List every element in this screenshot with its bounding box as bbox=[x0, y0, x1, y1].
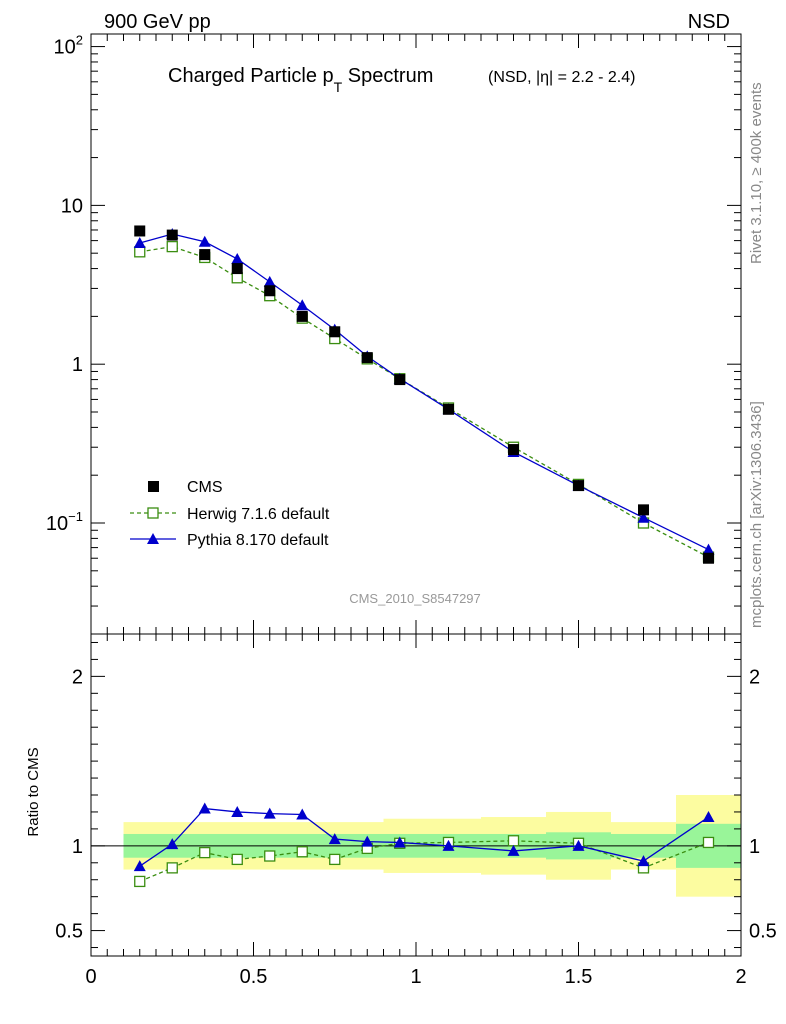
ratio-herwig-point bbox=[702, 836, 715, 849]
main-pythia-point bbox=[702, 543, 715, 555]
main-cms-point bbox=[443, 403, 454, 415]
main-pythia-point bbox=[198, 235, 211, 247]
main-pythia-line bbox=[139, 233, 709, 551]
analysis-watermark: CMS_2010_S8547297 bbox=[349, 591, 481, 606]
ratio-ytick-label-right: 1 bbox=[749, 836, 760, 858]
ratio-pythia-point bbox=[296, 808, 309, 820]
ratio-herwig-point bbox=[507, 835, 520, 847]
ratio-herwig-point bbox=[166, 862, 178, 874]
ratio-pythia-point bbox=[442, 839, 455, 851]
main-ytick-label: 10 bbox=[61, 195, 83, 217]
main-cms-point bbox=[231, 263, 243, 275]
main-pythia-point bbox=[231, 252, 244, 264]
main-cms-point bbox=[703, 552, 714, 564]
ratio-xtick-label: 0 bbox=[85, 966, 96, 988]
ratio-ytick-label: 0.5 bbox=[55, 921, 83, 943]
main-pythia-point bbox=[263, 275, 276, 287]
side-label-version: Rivet 3.1.10, ≥ 400k events bbox=[748, 82, 765, 264]
main-cms-point bbox=[166, 229, 178, 241]
ratio-plot-panel: 0.5 0.5 1 1 2 2 0 0.5 1 1.5 2 bbox=[55, 633, 777, 988]
ratio-pythia-point bbox=[328, 833, 341, 845]
main-herwig-point bbox=[231, 272, 243, 284]
plot-title-tail: Spectrum bbox=[342, 65, 433, 87]
ratio-ytick-label-right: 0.5 bbox=[749, 921, 777, 943]
legend-marker-pythia bbox=[147, 533, 159, 544]
legend-label-cms: CMS bbox=[187, 479, 223, 496]
main-ytick-label: 1 bbox=[72, 354, 83, 376]
plot-title-note: (NSD, |η| = 2.2 - 2.4) bbox=[488, 69, 635, 86]
main-cms-point bbox=[394, 374, 406, 386]
ratio-herwig-point bbox=[296, 846, 308, 858]
main-cms-point bbox=[264, 285, 276, 297]
ratio-ytick-label: 1 bbox=[72, 836, 83, 858]
main-herwig-point bbox=[166, 240, 178, 253]
ratio-pythia-point bbox=[507, 844, 520, 856]
legend-item-pythia: Pythia 8.170 default bbox=[130, 532, 329, 549]
ratio-pythia-line bbox=[139, 807, 709, 867]
legend-marker-herwig bbox=[147, 507, 159, 519]
main-cms-point bbox=[638, 504, 649, 516]
ratio-pythia-point bbox=[198, 802, 211, 814]
ratio-ytick-label: 2 bbox=[72, 666, 83, 688]
main-pythia-point bbox=[637, 511, 650, 523]
main-cms-point bbox=[573, 480, 584, 492]
header-left: 900 GeV pp bbox=[104, 11, 211, 33]
ratio-herwig-point bbox=[134, 875, 146, 888]
ratio-pythia-point bbox=[133, 860, 146, 872]
ratio-pythia-point bbox=[572, 839, 585, 851]
ratio-pythia-point bbox=[231, 805, 244, 817]
ratio-pythia-point bbox=[263, 807, 276, 819]
ratio-xtick-label: 1 bbox=[410, 966, 421, 988]
ratio-xtick-label: 1.5 bbox=[565, 966, 593, 988]
ratio-pythia-point bbox=[637, 855, 650, 867]
ratio-pythia-point bbox=[166, 838, 179, 850]
legend-marker-cms bbox=[148, 481, 159, 492]
plot-title-main: Charged Particle p bbox=[168, 65, 334, 87]
main-pythia-point bbox=[133, 236, 146, 248]
legend-item-cms: CMS bbox=[148, 479, 223, 496]
plot-title: Charged Particle pT Spectrum bbox=[168, 65, 433, 95]
legend-label-herwig: Herwig 7.1.6 default bbox=[187, 506, 330, 523]
plot-title-subscript: T bbox=[334, 79, 343, 95]
ratio-xtick-label: 2 bbox=[735, 966, 746, 988]
ratio-pythia-point bbox=[361, 835, 374, 847]
ratio-frame bbox=[90, 633, 742, 957]
ratio-herwig-line bbox=[139, 840, 709, 883]
ratio-ylabel: Ratio to CMS bbox=[25, 747, 42, 836]
ratio-ytick-label-right: 2 bbox=[749, 666, 760, 688]
side-label-source: mcplots.cern.ch [arXiv:1306.3436] bbox=[748, 401, 765, 628]
ratio-herwig-point bbox=[231, 853, 243, 866]
ratio-herwig-point bbox=[199, 846, 211, 859]
ratio-xtick-label: 0.5 bbox=[240, 966, 268, 988]
main-cms-point bbox=[199, 249, 211, 261]
main-cms-point bbox=[296, 310, 308, 322]
header-right: NSD bbox=[688, 11, 730, 33]
ratio-herwig-point bbox=[264, 850, 276, 862]
main-cms-point bbox=[329, 326, 341, 338]
main-ytick-label-exp: 102 bbox=[54, 33, 83, 59]
main-pythia-point bbox=[296, 299, 309, 311]
legend: CMS Herwig 7.1.6 default Pythia 8.170 de… bbox=[130, 479, 330, 549]
ratio-pythia-point bbox=[393, 836, 406, 848]
main-cms-point bbox=[508, 444, 519, 456]
main-cms-point bbox=[361, 352, 373, 364]
main-herwig-point bbox=[134, 246, 146, 258]
legend-item-herwig: Herwig 7.1.6 default bbox=[130, 506, 330, 523]
ratio-pythia-point bbox=[702, 811, 715, 823]
main-ytick-label-exp: 10−1 bbox=[46, 509, 83, 535]
main-plot-panel: 10 1 102 10−1 bbox=[46, 33, 742, 635]
legend-label-pythia: Pythia 8.170 default bbox=[187, 532, 329, 549]
main-cms-point bbox=[134, 225, 146, 237]
ratio-herwig-point bbox=[329, 853, 341, 866]
